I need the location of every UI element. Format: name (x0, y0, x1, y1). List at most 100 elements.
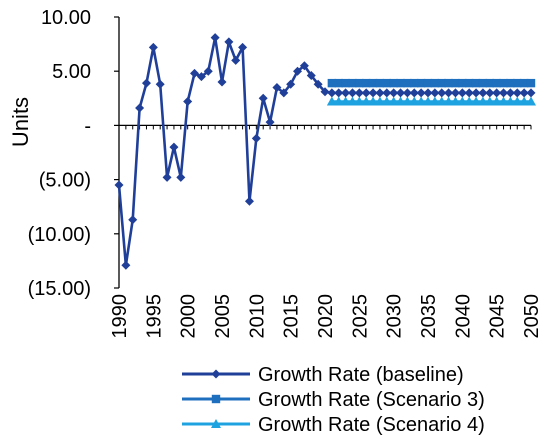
data-point (368, 78, 378, 88)
data-point (451, 78, 460, 88)
data-point (485, 78, 494, 88)
data-point (375, 78, 385, 88)
data-point (464, 96, 475, 106)
data-point (410, 78, 419, 88)
data-point (327, 88, 337, 98)
data-point (513, 78, 522, 88)
data-point (499, 88, 509, 98)
data-point (361, 96, 372, 106)
data-point (409, 88, 419, 98)
data-point (443, 96, 454, 106)
data-point (162, 172, 172, 182)
data-point (231, 55, 241, 65)
data-point (436, 96, 447, 106)
data-point (526, 88, 536, 98)
data-point (196, 72, 206, 82)
data-point (176, 172, 186, 182)
data-point (457, 96, 468, 106)
data-point (135, 103, 145, 113)
data-point (183, 97, 193, 107)
data-point (361, 88, 371, 98)
data-point (362, 78, 371, 88)
series-1 (114, 33, 536, 270)
data-point (355, 78, 364, 88)
data-point (340, 96, 351, 106)
data-point (320, 87, 330, 97)
legend-marker (211, 394, 221, 404)
data-point (491, 96, 502, 106)
data-point (471, 88, 481, 98)
data-point (347, 96, 358, 106)
data-point (430, 88, 440, 98)
data-point (471, 78, 481, 88)
data-point (141, 78, 151, 88)
y-tick-label: 10.00 (41, 7, 91, 29)
data-point (429, 96, 440, 106)
data-point (388, 96, 399, 106)
data-point (368, 88, 378, 98)
data-point (114, 180, 124, 190)
data-point (423, 88, 433, 98)
data-point (155, 79, 165, 89)
data-point (272, 82, 282, 92)
data-point (286, 79, 296, 89)
data-point (450, 88, 460, 98)
data-point (341, 88, 351, 98)
data-point (498, 96, 509, 106)
data-point (244, 196, 254, 206)
y-tick-label: 5.00 (52, 61, 91, 83)
data-point (334, 78, 343, 88)
data-point (450, 96, 461, 106)
data-point (402, 88, 412, 98)
data-point (382, 78, 391, 88)
data-point (437, 78, 446, 88)
data-point (348, 78, 357, 88)
data-point (210, 33, 220, 43)
data-point (471, 96, 482, 106)
data-point (347, 88, 357, 98)
data-point (327, 78, 337, 88)
y-tick-label: (15.00) (28, 278, 91, 300)
data-point (512, 96, 523, 106)
data-point (423, 96, 433, 106)
data-point (169, 142, 179, 152)
x-tick-label: 2000 (178, 294, 200, 339)
axes (114, 16, 532, 289)
legend: Growth Rate (baseline) Growth Rate (Scena… (182, 364, 485, 436)
data-point (526, 96, 536, 106)
legend-marker (211, 369, 221, 379)
data-point (121, 260, 131, 270)
data-point (430, 78, 440, 88)
data-point (258, 93, 268, 103)
data-point (354, 88, 364, 98)
data-point (382, 88, 392, 98)
data-point (437, 88, 447, 98)
data-point (190, 68, 200, 78)
legend-label: Growth Rate (Scenario 3) (258, 389, 485, 411)
data-point (505, 96, 516, 106)
data-point (224, 37, 234, 47)
data-point (416, 96, 427, 106)
x-tick-label: 2030 (384, 294, 406, 339)
data-point (313, 79, 323, 89)
data-point (402, 96, 413, 106)
data-point (389, 78, 398, 88)
data-point (477, 96, 488, 106)
y-tick-label: (10.00) (28, 224, 91, 246)
data-point (423, 78, 433, 88)
x-tick-label: 2025 (349, 294, 371, 339)
data-point (465, 78, 474, 88)
series-2 (327, 78, 536, 88)
data-point (485, 88, 495, 98)
data-point (457, 88, 467, 98)
series-layer (114, 33, 536, 270)
x-tick-label: 1990 (109, 294, 131, 339)
data-point (251, 133, 261, 143)
x-tick-label: 2010 (246, 294, 268, 339)
data-point (492, 78, 501, 88)
data-point (444, 88, 454, 98)
data-point (416, 78, 426, 88)
data-point (526, 78, 536, 88)
data-point (341, 78, 350, 88)
